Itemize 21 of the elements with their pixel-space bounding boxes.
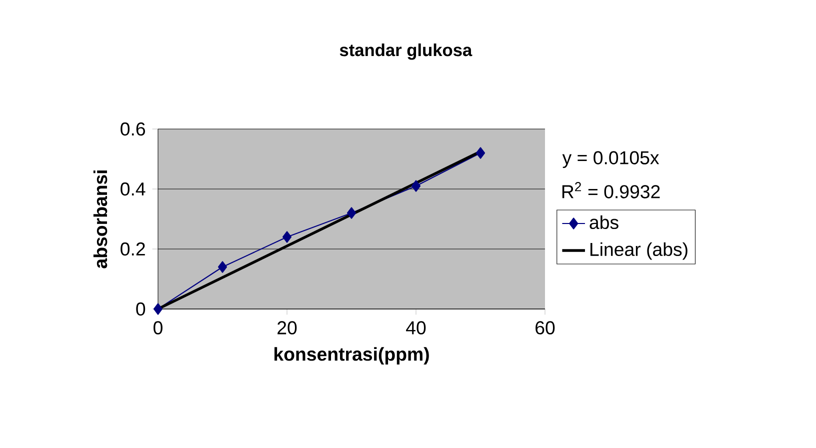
chart-title: standar glukosa bbox=[340, 43, 472, 60]
legend-label: Linear (abs) bbox=[590, 242, 688, 260]
point bbox=[282, 231, 292, 243]
point bbox=[346, 207, 356, 219]
x-tick-label: 0 bbox=[154, 321, 162, 334]
y-tick-label: 0 bbox=[136, 302, 146, 316]
y-tick-label: 0.6 bbox=[120, 122, 146, 136]
text: R$^{2}$ = 0.9932 bbox=[562, 182, 660, 198]
x-axis-title: konsentrasi(ppm) bbox=[274, 347, 429, 364]
x-tick-label: 20 bbox=[278, 321, 297, 334]
y-axis-title: absorbansi bbox=[93, 170, 108, 268]
point bbox=[153, 303, 163, 315]
y-tick-label: 0.4 bbox=[120, 182, 146, 196]
x-tick-label: 60 bbox=[536, 321, 555, 334]
text: y = 0.0105x bbox=[562, 151, 660, 168]
y-tick-label: 0.2 bbox=[120, 242, 145, 256]
point bbox=[476, 147, 486, 159]
point bbox=[218, 261, 228, 273]
point bbox=[411, 180, 421, 192]
legend-label: abs bbox=[590, 215, 618, 230]
x-tick-label: 40 bbox=[406, 321, 426, 334]
